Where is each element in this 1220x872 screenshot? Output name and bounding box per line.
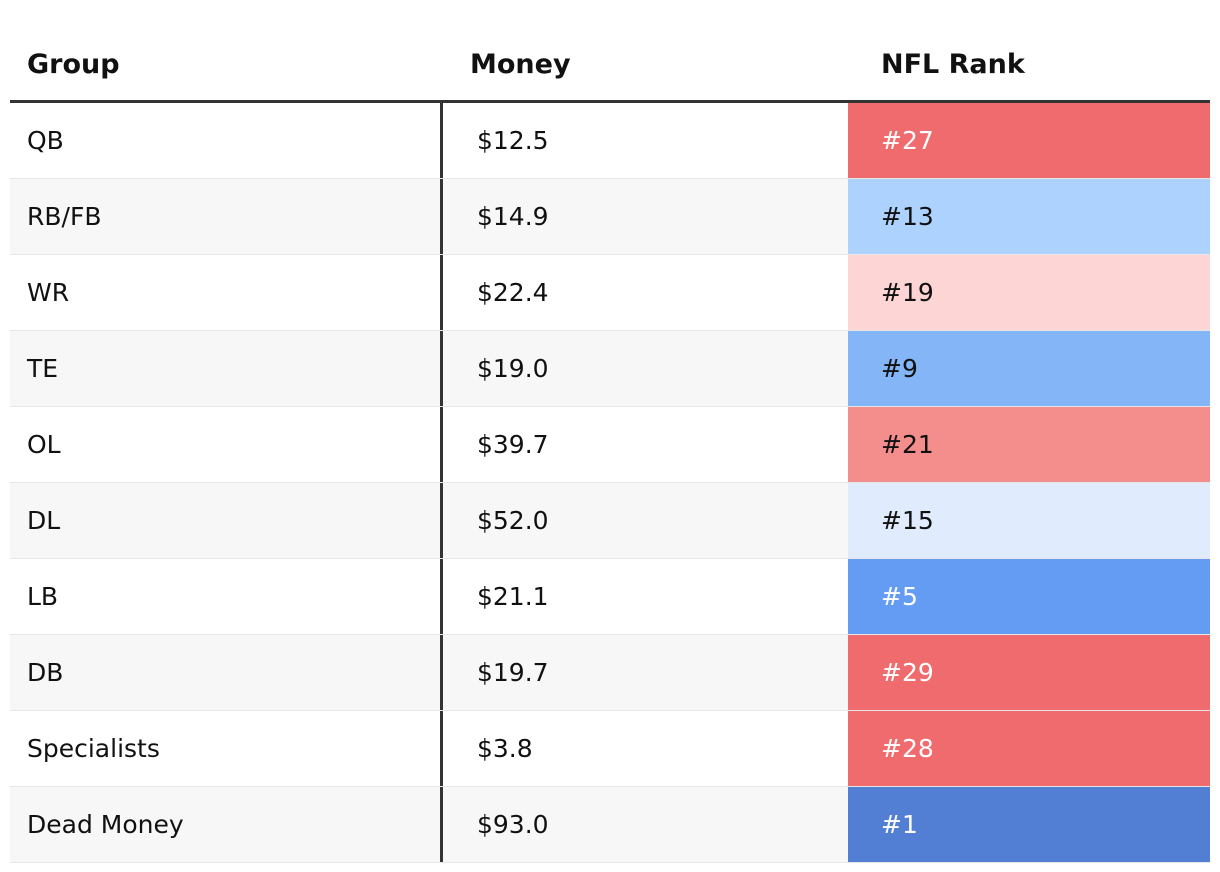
table-row: OL $39.7 #21 (10, 407, 1210, 483)
table-cell: TE (10, 331, 443, 406)
rank-cell: #15 (848, 483, 1210, 558)
table-cell: DL (10, 483, 443, 558)
table-row: WR $22.4 #19 (10, 255, 1210, 331)
table-cell: Specialists (10, 711, 443, 786)
table-cell: $19.7 (477, 658, 549, 687)
table-cell: $19.0 (477, 354, 549, 383)
table-row: Dead Money $93.0 #1 (10, 787, 1210, 863)
rank-cell: #5 (848, 559, 1210, 634)
table-cell: $52.0 (477, 506, 549, 535)
rank-cell: #27 (848, 103, 1210, 178)
table-cell: RB/FB (10, 179, 443, 254)
header-cell: Group (27, 49, 120, 80)
table-row: DB $19.7 #29 (10, 635, 1210, 711)
table-cell: $12.5 (477, 126, 549, 155)
table-cell: LB (10, 559, 443, 634)
table-row: Specialists $3.8 #28 (10, 711, 1210, 787)
table-row: LB $21.1 #5 (10, 559, 1210, 635)
table-cell: $3.8 (477, 734, 533, 763)
rank-cell: #29 (848, 635, 1210, 710)
table-row: DL $52.0 #15 (10, 483, 1210, 559)
header-cell: NFL Rank (881, 49, 1025, 80)
table-cell: $21.1 (477, 582, 549, 611)
table-cell: $22.4 (477, 278, 549, 307)
table-cell: QB (10, 103, 443, 178)
rank-cell: #19 (848, 255, 1210, 330)
rank-cell: #1 (848, 787, 1210, 862)
table-cell: Dead Money (10, 787, 443, 862)
table-cell: DB (10, 635, 443, 710)
table-cell: $93.0 (477, 810, 549, 839)
table-cell: WR (10, 255, 443, 330)
table-cell: OL (10, 407, 443, 482)
header-row: Group Money NFL Rank (10, 0, 1210, 103)
table-row: TE $19.0 #9 (10, 331, 1210, 407)
table-row: RB/FB $14.9 #13 (10, 179, 1210, 255)
table-cell: $39.7 (477, 430, 549, 459)
rank-cell: #28 (848, 711, 1210, 786)
table-cell: $14.9 (477, 202, 549, 231)
rank-cell: #13 (848, 179, 1210, 254)
table-row: QB $12.5 #27 (10, 103, 1210, 179)
table: Group Money NFL Rank QB $12.5 #27 RB/FB $14.9 #1… (10, 0, 1210, 863)
rank-cell: #21 (848, 407, 1210, 482)
header-cell: Money (470, 49, 571, 80)
rank-cell: #9 (848, 331, 1210, 406)
